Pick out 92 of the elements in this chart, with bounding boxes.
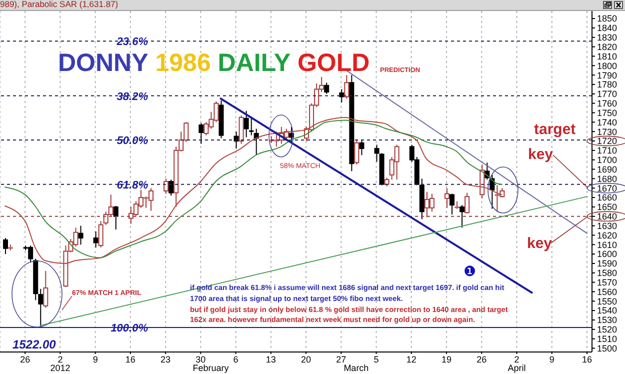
candlestick [3, 238, 8, 255]
y-tick-label: 1730 [597, 126, 618, 137]
annotation: key [527, 235, 553, 252]
annotation: target [534, 121, 576, 138]
x-tick-label: 20 [301, 354, 312, 364]
x2-tick-label: March [344, 363, 369, 373]
text: 989), Parabolic SAR (1,631.87) [0, 0, 118, 10]
y-tick-label: 1690 [597, 164, 618, 174]
y-tick-label: 1640 [597, 212, 618, 222]
candlestick [184, 122, 189, 142]
x-tick-label: 6 [233, 354, 238, 364]
candlestick [354, 140, 360, 166]
candlestick [249, 116, 254, 136]
y-tick-label: 1630 [597, 220, 618, 231]
y-tick-label: 1820 [597, 42, 618, 52]
y-tick-label: 1550 [597, 296, 618, 306]
x-tick-label: 23 [160, 354, 171, 364]
annotation: 38.2% [116, 90, 148, 103]
candlestick [444, 188, 450, 208]
y-tick-label: 1670 [597, 183, 618, 194]
x2-tick-label: February [192, 363, 230, 373]
candlestick [38, 288, 44, 328]
y-tick-label: 1740 [597, 117, 618, 128]
y-tick-label: 1500 [597, 343, 618, 354]
candlestick [113, 205, 118, 230]
x-tick-label: 12 [406, 354, 416, 364]
y-tick-label: 1830 [597, 32, 618, 43]
y-tick-label: 1840 [597, 23, 618, 34]
y-tick-label: 1760 [597, 98, 618, 109]
y-tick-label: 1510 [597, 334, 618, 344]
candlestick [78, 225, 84, 246]
y-tick-label: 1750 [597, 108, 618, 118]
y-tick-label: 1610 [597, 240, 618, 250]
x2-tick-label: 2012 [50, 363, 70, 373]
y-tick-label: 1780 [597, 80, 618, 90]
x-tick-label: 16 [582, 354, 592, 364]
annotation: 23.6% [116, 36, 148, 48]
candlestick [339, 88, 344, 103]
candlestick [450, 193, 455, 215]
text: DONNY 1986 DAILY GOLD [58, 49, 370, 77]
x-tick-label: 26 [20, 354, 30, 364]
candlestick [168, 179, 174, 196]
candlestick [98, 220, 104, 248]
candlestick [359, 140, 364, 156]
candlestick [238, 115, 244, 144]
y-tick-label: 1700 [597, 155, 618, 166]
candlestick [198, 122, 204, 144]
y-tick-label: 1580 [597, 268, 618, 278]
x-tick-label: 26 [476, 354, 487, 364]
y-tick-label: 1530 [597, 315, 618, 326]
y-tick-label: 1620 [597, 230, 618, 240]
x2-tick-label: April [508, 363, 526, 373]
candlestick [43, 270, 48, 308]
candlestick [460, 204, 465, 228]
annotation: 1522.00 [12, 338, 56, 352]
x-tick-label: 13 [266, 354, 276, 364]
candlestick [374, 144, 380, 162]
candlestick [464, 192, 470, 214]
candlestick [324, 82, 330, 94]
y-tick-label: 1680 [597, 174, 618, 184]
x-tick-label: 9 [92, 354, 98, 364]
y-tick-label: 1570 [597, 277, 618, 288]
y-tick-label: 1800 [597, 60, 618, 71]
y-tick-label: 1600 [597, 249, 618, 260]
candlestick [344, 74, 350, 100]
y-tick-label: 1710 [597, 146, 618, 156]
annotation: 61.8% [116, 179, 148, 192]
y-tick-label: 1520 [597, 324, 618, 335]
y-tick-label: 1590 [597, 258, 618, 269]
y-tick-label: 1660 [597, 192, 618, 203]
x-tick-label: 30 [196, 354, 206, 364]
y-tick-label: 1540 [597, 306, 618, 316]
x-tick-label: 27 [336, 354, 346, 364]
annotation: key [528, 146, 554, 163]
candlestick [244, 110, 249, 138]
annotation: ❶ [464, 263, 476, 279]
y-tick-label: 1560 [597, 286, 618, 297]
y-tick-label: 1850 [597, 14, 618, 24]
y-tick-label: 1720 [597, 136, 618, 146]
x-tick-label: 2 [514, 354, 520, 364]
x-tick-label: 16 [125, 354, 136, 364]
annotation: 50.0% [116, 135, 148, 148]
x-tick-label: 9 [549, 354, 554, 364]
y-tick-label: 1810 [597, 51, 618, 62]
candlestick [93, 230, 98, 248]
x-tick-label: 5 [374, 354, 379, 364]
y-tick-label: 1650 [597, 202, 618, 212]
x-tick-label: 19 [442, 354, 452, 364]
candlestick [164, 178, 169, 194]
x-tick-label: 2 [58, 354, 63, 364]
y-tick-label: 1770 [597, 89, 618, 100]
y-tick-label: 1790 [597, 70, 618, 80]
